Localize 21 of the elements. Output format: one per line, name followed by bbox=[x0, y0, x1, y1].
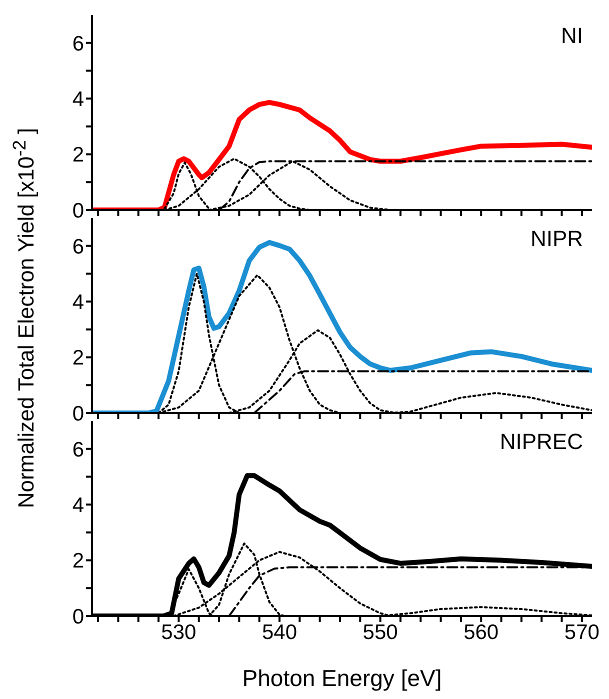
x-axis-title: Photon Energy [eV] bbox=[242, 665, 442, 691]
y-tick-label: 6 bbox=[72, 32, 84, 56]
x-tick-label: 540 bbox=[262, 620, 298, 644]
y-tick-label: 2 bbox=[72, 346, 84, 370]
x-tick-label: 560 bbox=[464, 620, 499, 644]
y-tick-label: 0 bbox=[72, 199, 84, 222]
y-tick-label: 6 bbox=[72, 438, 84, 462]
x-tick-label: 550 bbox=[362, 620, 398, 644]
x-tick-label: 570 bbox=[564, 620, 600, 644]
y-tick-label: 6 bbox=[72, 235, 84, 258]
annotation: NIPREC bbox=[500, 429, 583, 455]
annotation: NI bbox=[561, 23, 583, 49]
y-tick-label: 0 bbox=[72, 402, 84, 426]
y-tick-label: 0 bbox=[72, 605, 84, 628]
annotation: NIPR bbox=[530, 226, 583, 252]
y-tick-label: 2 bbox=[72, 144, 84, 167]
y-tick-label: 2 bbox=[72, 550, 84, 573]
y-tick-label: 4 bbox=[72, 88, 84, 112]
y-tick-label: 4 bbox=[72, 494, 84, 518]
y-tick-label: 4 bbox=[72, 291, 84, 314]
x-tick-label: 530 bbox=[161, 620, 196, 644]
